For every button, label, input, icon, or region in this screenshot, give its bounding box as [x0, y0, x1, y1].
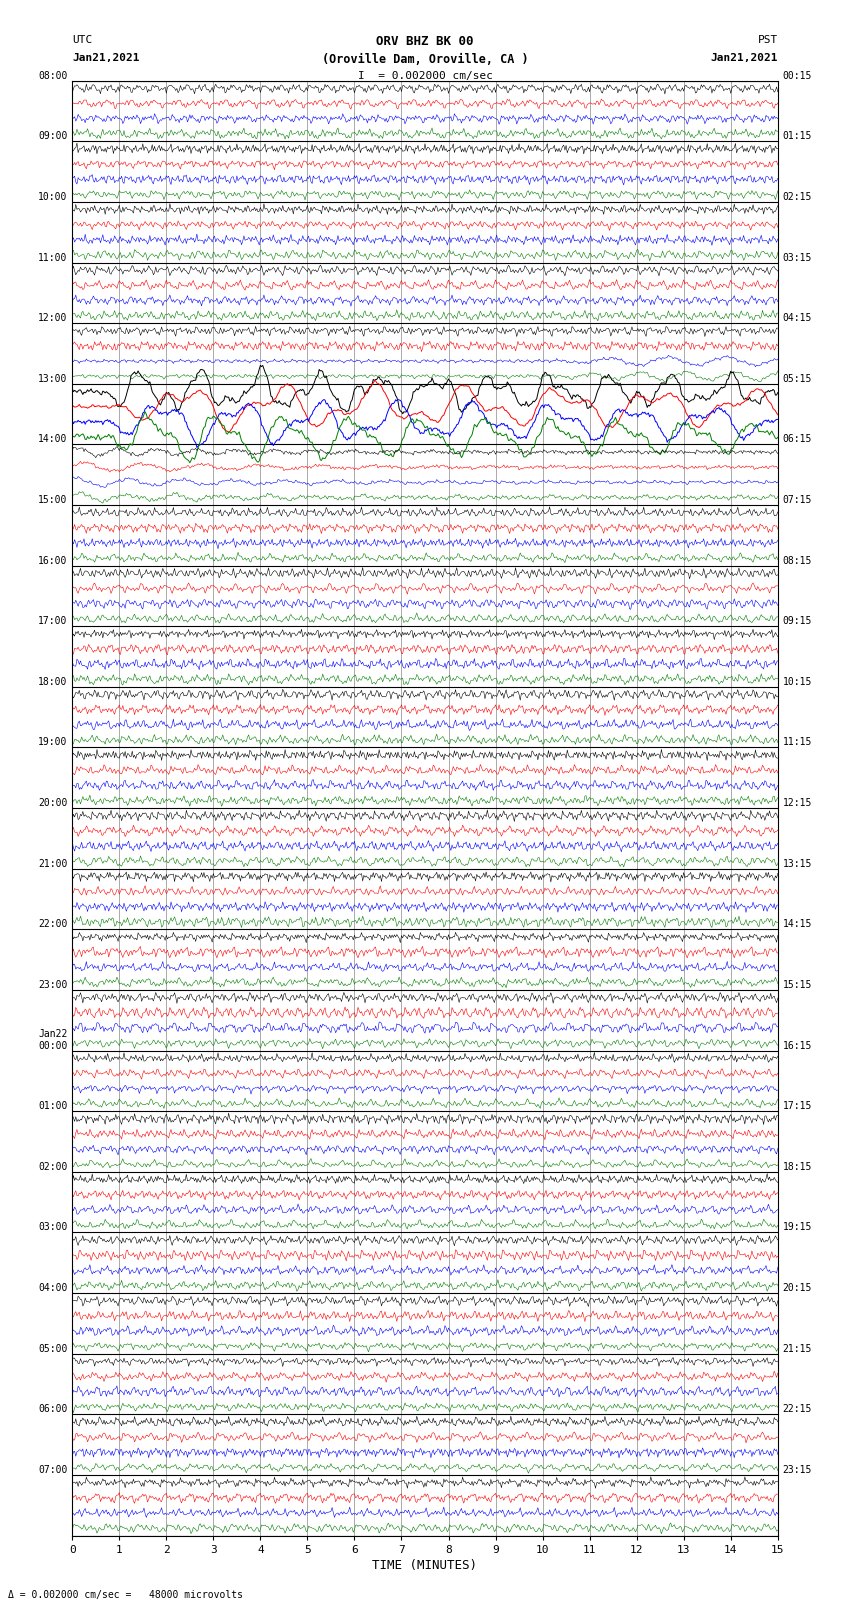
Text: I  = 0.002000 cm/sec: I = 0.002000 cm/sec — [358, 71, 492, 81]
Text: Jan21,2021: Jan21,2021 — [711, 53, 778, 63]
Text: PST: PST — [757, 35, 778, 45]
Text: Jan21,2021: Jan21,2021 — [72, 53, 139, 63]
X-axis label: TIME (MINUTES): TIME (MINUTES) — [372, 1558, 478, 1571]
Text: UTC: UTC — [72, 35, 93, 45]
Text: Δ = 0.002000 cm/sec =   48000 microvolts: Δ = 0.002000 cm/sec = 48000 microvolts — [8, 1590, 243, 1600]
Text: ORV BHZ BK 00: ORV BHZ BK 00 — [377, 35, 473, 48]
Text: (Oroville Dam, Oroville, CA ): (Oroville Dam, Oroville, CA ) — [321, 53, 529, 66]
